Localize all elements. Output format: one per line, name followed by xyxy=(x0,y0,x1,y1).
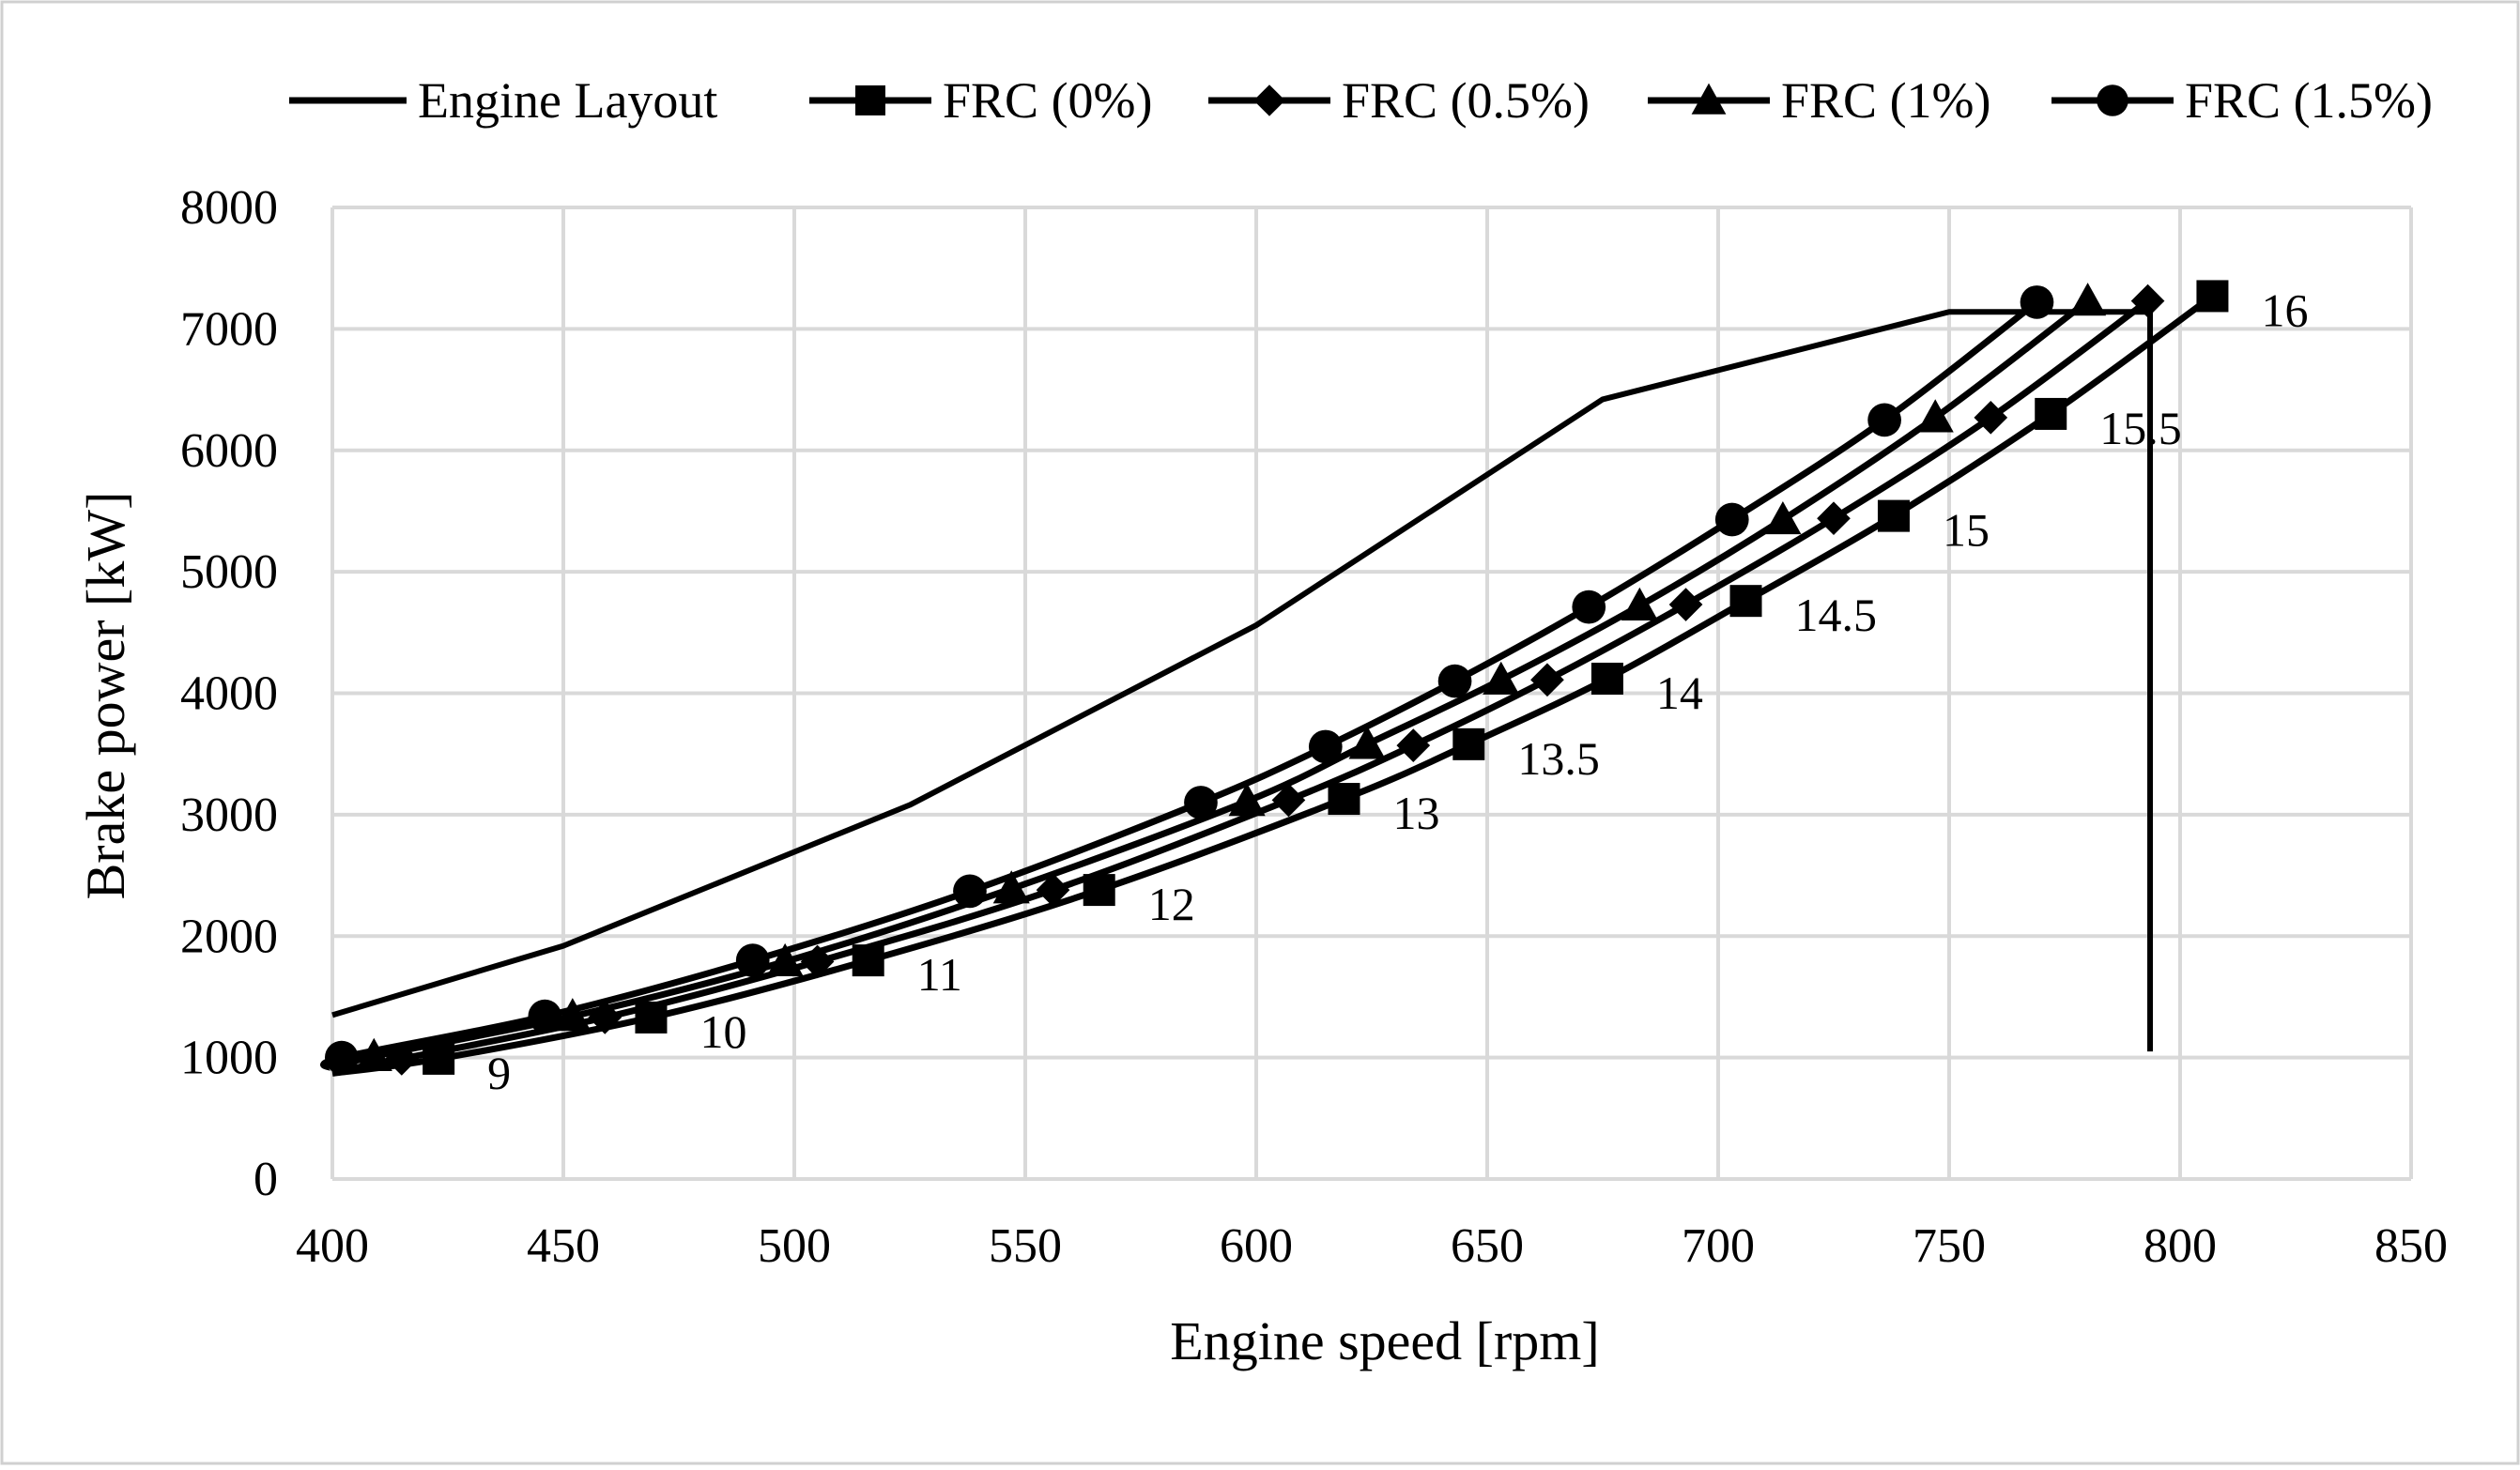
data-point-frc-1-5 xyxy=(1184,786,1218,819)
legend-label: FRC (0.5%) xyxy=(1342,72,1590,129)
legend-label: FRC (0%) xyxy=(943,72,1153,129)
data-point-frc-0 xyxy=(1328,783,1360,816)
y-tick-label: 5000 xyxy=(180,545,278,599)
data-point-frc-1-5 xyxy=(1308,729,1343,764)
data-label: 16 xyxy=(2261,283,2308,336)
data-point-frc-0 xyxy=(1590,662,1623,695)
data-point-frc-1 xyxy=(1764,500,1802,535)
gridlines xyxy=(330,206,2413,1181)
data-point-frc-1 xyxy=(992,870,1030,904)
y-tick-label: 8000 xyxy=(180,181,278,235)
data-point-frc-1-5 xyxy=(1867,403,1901,437)
x-axis-title: Engine speed [rpm] xyxy=(1170,1310,1599,1371)
data-label: 14.5 xyxy=(1795,589,1878,641)
data-point-frc-1-5 xyxy=(1572,590,1606,624)
data-point-frc-1 xyxy=(1916,399,1954,433)
axes: 400 450 500 550 600 650 700 750 800 850 0 1000 2000 3… xyxy=(180,181,2448,1273)
x-tick-label: 500 xyxy=(758,1219,831,1273)
data-label: 12 xyxy=(1148,878,1195,930)
data-label: 9 xyxy=(487,1047,511,1099)
data-point-frc-0 xyxy=(1877,499,1910,532)
data-label: 13.5 xyxy=(1517,732,1600,785)
legend-marker xyxy=(2097,84,2128,116)
x-tick-label: 650 xyxy=(1451,1219,1524,1273)
data-point-frc-1-5 xyxy=(953,874,987,909)
data-label: 15 xyxy=(1943,504,1990,557)
data-point-frc-1-5 xyxy=(735,943,770,977)
data-point-frc-1-5 xyxy=(1437,664,1472,698)
y-tick-label: 1000 xyxy=(180,1032,278,1085)
legend-marker xyxy=(1691,83,1727,115)
data-point-frc-1 xyxy=(355,1037,392,1071)
data-point-frc-0-5 xyxy=(2130,283,2165,318)
legend-marker xyxy=(855,85,885,115)
data-point-frc-0-5 xyxy=(1271,783,1306,818)
y-tick-label: 7000 xyxy=(180,302,278,356)
series-line-frc-1 xyxy=(330,298,2090,1073)
annotations: 9 10 11 12 13 13.5 14 14.5 15 15.5 16 xyxy=(487,283,2308,1098)
data-label: 11 xyxy=(917,948,962,1001)
data-point-frc-0-5 xyxy=(1974,400,2008,435)
data-point-frc-0-5 xyxy=(1817,501,1851,536)
data-point-frc-0-5 xyxy=(1396,728,1431,762)
data-point-frc-1-5 xyxy=(528,999,562,1034)
data-point-frc-0-5 xyxy=(1668,588,1703,621)
x-tick-label: 800 xyxy=(2144,1219,2217,1273)
series-line-engine-layout xyxy=(331,309,2154,1052)
data-point-frc-1-5 xyxy=(2020,285,2054,319)
data-point-frc-1-5 xyxy=(324,1040,359,1075)
x-tick-label: 600 xyxy=(1220,1219,1293,1273)
data-point-frc-0-5 xyxy=(1036,873,1070,907)
series-group xyxy=(320,280,2229,1077)
data-point-frc-1 xyxy=(2069,283,2107,316)
legend-label: FRC (1.5%) xyxy=(2185,72,2433,129)
x-tick-label: 850 xyxy=(2374,1219,2448,1273)
x-tick-label: 700 xyxy=(1682,1219,1755,1273)
y-tick-label: 2000 xyxy=(180,910,278,963)
data-point-frc-1-5 xyxy=(1714,502,1749,537)
y-tick-label: 0 xyxy=(254,1153,278,1206)
data-point-frc-1 xyxy=(1483,661,1520,695)
data-point-frc-0 xyxy=(1452,727,1485,760)
y-tick-label: 4000 xyxy=(180,667,278,721)
data-point-frc-1 xyxy=(1348,726,1386,759)
data-label: 10 xyxy=(699,1005,746,1058)
data-label: 13 xyxy=(1392,787,1439,839)
x-tick-label: 450 xyxy=(527,1219,600,1273)
x-tick-label: 750 xyxy=(1913,1219,1986,1273)
data-point-frc-1 xyxy=(766,942,804,977)
data-point-frc-1 xyxy=(554,998,592,1032)
legend: Engine Layout FRC (0%) FRC (0.5%) FRC (1%) F… xyxy=(289,72,2433,129)
data-label: 15.5 xyxy=(2099,402,2182,454)
data-point-frc-0 xyxy=(1729,585,1762,618)
legend-label: FRC (1%) xyxy=(1781,72,1991,129)
y-axis-title: Brake power [kW] xyxy=(75,492,136,900)
data-point-frc-0 xyxy=(2196,280,2229,313)
data-point-frc-0-5 xyxy=(1530,663,1564,697)
x-tick-label: 550 xyxy=(989,1219,1062,1273)
data-point-frc-0 xyxy=(2035,397,2067,430)
data-point-frc-1 xyxy=(1228,783,1266,817)
data-label: 14 xyxy=(1656,666,1703,719)
legend-marker xyxy=(1253,84,1285,116)
legend-label: Engine Layout xyxy=(418,72,717,129)
data-point-frc-1 xyxy=(1621,587,1658,620)
y-tick-label: 6000 xyxy=(180,424,278,478)
x-tick-label: 400 xyxy=(296,1219,369,1273)
y-tick-label: 3000 xyxy=(180,789,278,842)
